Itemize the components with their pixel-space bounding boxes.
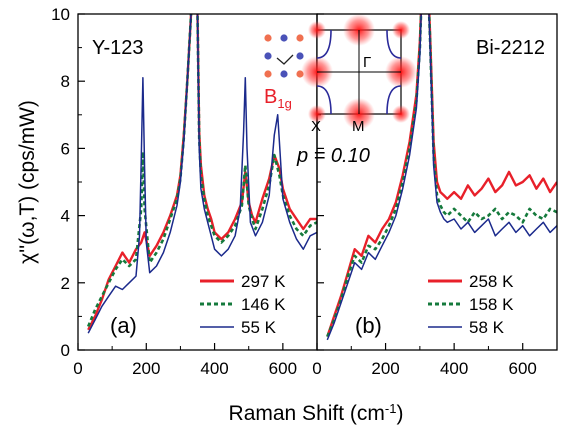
- gamma-label: Γ: [363, 54, 371, 71]
- panel-b-letter: (b): [355, 313, 382, 338]
- y-tick-label: 10: [51, 5, 70, 24]
- legend-label: 55 K: [241, 318, 277, 337]
- x-tick-label: 400: [200, 359, 228, 378]
- panel-y123: 0 200 400 600 0 2 4 6 8 10: [51, 5, 318, 378]
- legend-label: 58 K: [469, 318, 505, 337]
- legend-label: 146 K: [241, 295, 286, 314]
- series-line-258k: [326, 14, 557, 337]
- y-tick-label: 8: [61, 72, 70, 91]
- y-tick-label: 6: [61, 139, 70, 158]
- y-tick-label: 0: [61, 341, 70, 360]
- legend-a: 297 K 146 K 55 K: [200, 272, 286, 337]
- doping-label: p = 0.10: [296, 145, 370, 167]
- panel-a-name: Y-123: [92, 37, 144, 59]
- x-tick-label: 0: [73, 359, 82, 378]
- lattice-atom: [264, 52, 272, 60]
- lattice-inset: B1g: [264, 34, 304, 111]
- polarization-marker: [276, 54, 294, 65]
- x-tick-label: 200: [371, 359, 399, 378]
- y-tick-label: 4: [61, 207, 70, 226]
- symmetry-label: B1g: [264, 86, 292, 111]
- fermi-surface: [316, 29, 402, 115]
- panel-b-name: Bi-2212: [476, 37, 545, 59]
- y-axis-title: χ''(ω,T) (cps/mW): [16, 100, 39, 264]
- brillouin-zone-inset: Γ X M: [301, 14, 417, 135]
- x-axis-title: Raman Shift (cm-1): [229, 401, 404, 426]
- legend-label: 258 K: [469, 272, 514, 291]
- m-point-label: M: [352, 118, 365, 135]
- panel-bi2212: 0 200 400 600: [312, 13, 558, 378]
- legend-label: 158 K: [469, 295, 514, 314]
- legend-label: 297 K: [241, 272, 286, 291]
- legend-b: 258 K 158 K 58 K: [428, 272, 514, 337]
- series-line-55k: [87, 14, 317, 334]
- lattice-atom: [264, 34, 272, 42]
- x-point-label: X: [311, 118, 321, 135]
- x-tick-label: 600: [509, 359, 537, 378]
- panel-a-letter: (a): [110, 313, 137, 338]
- lattice-atom: [296, 34, 304, 42]
- x-tick-label: 200: [132, 359, 160, 378]
- series-line-58k: [326, 14, 557, 341]
- x-tick-label: 0: [312, 359, 321, 378]
- lattice-atom: [280, 34, 288, 42]
- lattice-atom: [280, 70, 288, 78]
- lattice-atom: [264, 70, 272, 78]
- x-tick-label: 400: [440, 359, 468, 378]
- lattice-atom: [296, 52, 304, 60]
- y-tick-label: 2: [61, 274, 70, 293]
- x-tick-label: 600: [269, 359, 297, 378]
